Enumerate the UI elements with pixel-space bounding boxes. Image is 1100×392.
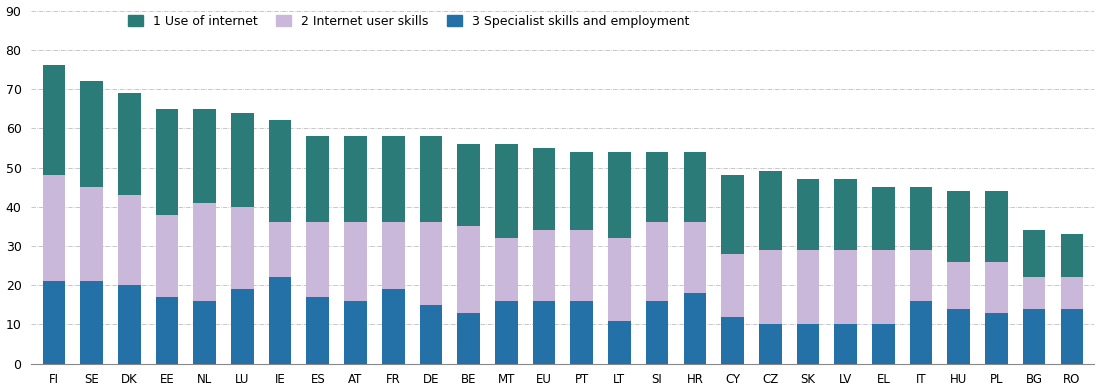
Bar bbox=[458, 144, 480, 226]
Bar bbox=[759, 171, 781, 250]
Bar bbox=[571, 152, 593, 230]
Bar bbox=[796, 179, 820, 250]
Bar bbox=[419, 136, 442, 222]
Bar bbox=[872, 325, 894, 364]
Bar bbox=[683, 293, 706, 364]
Bar bbox=[532, 148, 556, 230]
Bar bbox=[872, 187, 894, 250]
Bar bbox=[43, 175, 65, 281]
Bar bbox=[231, 207, 254, 289]
Bar bbox=[646, 222, 669, 301]
Bar bbox=[910, 187, 933, 250]
Bar bbox=[419, 305, 442, 364]
Bar bbox=[722, 254, 744, 317]
Bar bbox=[156, 109, 178, 214]
Bar bbox=[571, 230, 593, 301]
Bar bbox=[1060, 278, 1083, 309]
Bar bbox=[80, 187, 103, 281]
Bar bbox=[194, 203, 216, 301]
Bar bbox=[834, 250, 857, 325]
Bar bbox=[1023, 230, 1045, 278]
Bar bbox=[419, 222, 442, 305]
Legend: 1 Use of internet, 2 Internet user skills, 3 Specialist skills and employment: 1 Use of internet, 2 Internet user skill… bbox=[122, 10, 694, 33]
Bar bbox=[1023, 278, 1045, 309]
Bar bbox=[571, 301, 593, 364]
Bar bbox=[796, 250, 820, 325]
Bar bbox=[458, 313, 480, 364]
Bar bbox=[382, 136, 405, 222]
Bar bbox=[43, 281, 65, 364]
Bar bbox=[683, 152, 706, 222]
Bar bbox=[307, 222, 329, 297]
Bar bbox=[231, 289, 254, 364]
Bar bbox=[194, 301, 216, 364]
Bar bbox=[268, 222, 292, 278]
Bar bbox=[947, 262, 970, 309]
Bar bbox=[683, 222, 706, 293]
Bar bbox=[759, 325, 781, 364]
Bar bbox=[986, 262, 1008, 313]
Bar bbox=[307, 297, 329, 364]
Bar bbox=[759, 250, 781, 325]
Bar bbox=[532, 230, 556, 301]
Bar bbox=[834, 325, 857, 364]
Bar bbox=[43, 65, 65, 175]
Bar bbox=[194, 109, 216, 203]
Bar bbox=[268, 278, 292, 364]
Bar bbox=[495, 144, 518, 238]
Bar bbox=[80, 81, 103, 187]
Bar bbox=[495, 238, 518, 301]
Bar bbox=[986, 191, 1008, 262]
Bar bbox=[382, 289, 405, 364]
Bar bbox=[910, 301, 933, 364]
Bar bbox=[118, 93, 141, 195]
Bar bbox=[231, 113, 254, 207]
Bar bbox=[268, 120, 292, 222]
Bar bbox=[156, 214, 178, 297]
Bar bbox=[608, 321, 630, 364]
Bar bbox=[1060, 234, 1083, 278]
Bar bbox=[910, 250, 933, 301]
Bar bbox=[344, 136, 366, 222]
Bar bbox=[722, 317, 744, 364]
Bar bbox=[344, 301, 366, 364]
Bar bbox=[947, 309, 970, 364]
Bar bbox=[80, 281, 103, 364]
Bar bbox=[532, 301, 556, 364]
Bar bbox=[156, 297, 178, 364]
Bar bbox=[118, 285, 141, 364]
Bar bbox=[986, 313, 1008, 364]
Bar bbox=[872, 250, 894, 325]
Bar bbox=[1023, 309, 1045, 364]
Bar bbox=[344, 222, 366, 301]
Bar bbox=[118, 195, 141, 285]
Bar bbox=[796, 325, 820, 364]
Bar bbox=[834, 179, 857, 250]
Bar bbox=[458, 226, 480, 313]
Bar bbox=[307, 136, 329, 222]
Bar bbox=[646, 301, 669, 364]
Bar bbox=[382, 222, 405, 289]
Bar bbox=[1060, 309, 1083, 364]
Bar bbox=[646, 152, 669, 222]
Bar bbox=[947, 191, 970, 262]
Bar bbox=[495, 301, 518, 364]
Bar bbox=[722, 175, 744, 254]
Bar bbox=[608, 238, 630, 321]
Bar bbox=[608, 152, 630, 238]
